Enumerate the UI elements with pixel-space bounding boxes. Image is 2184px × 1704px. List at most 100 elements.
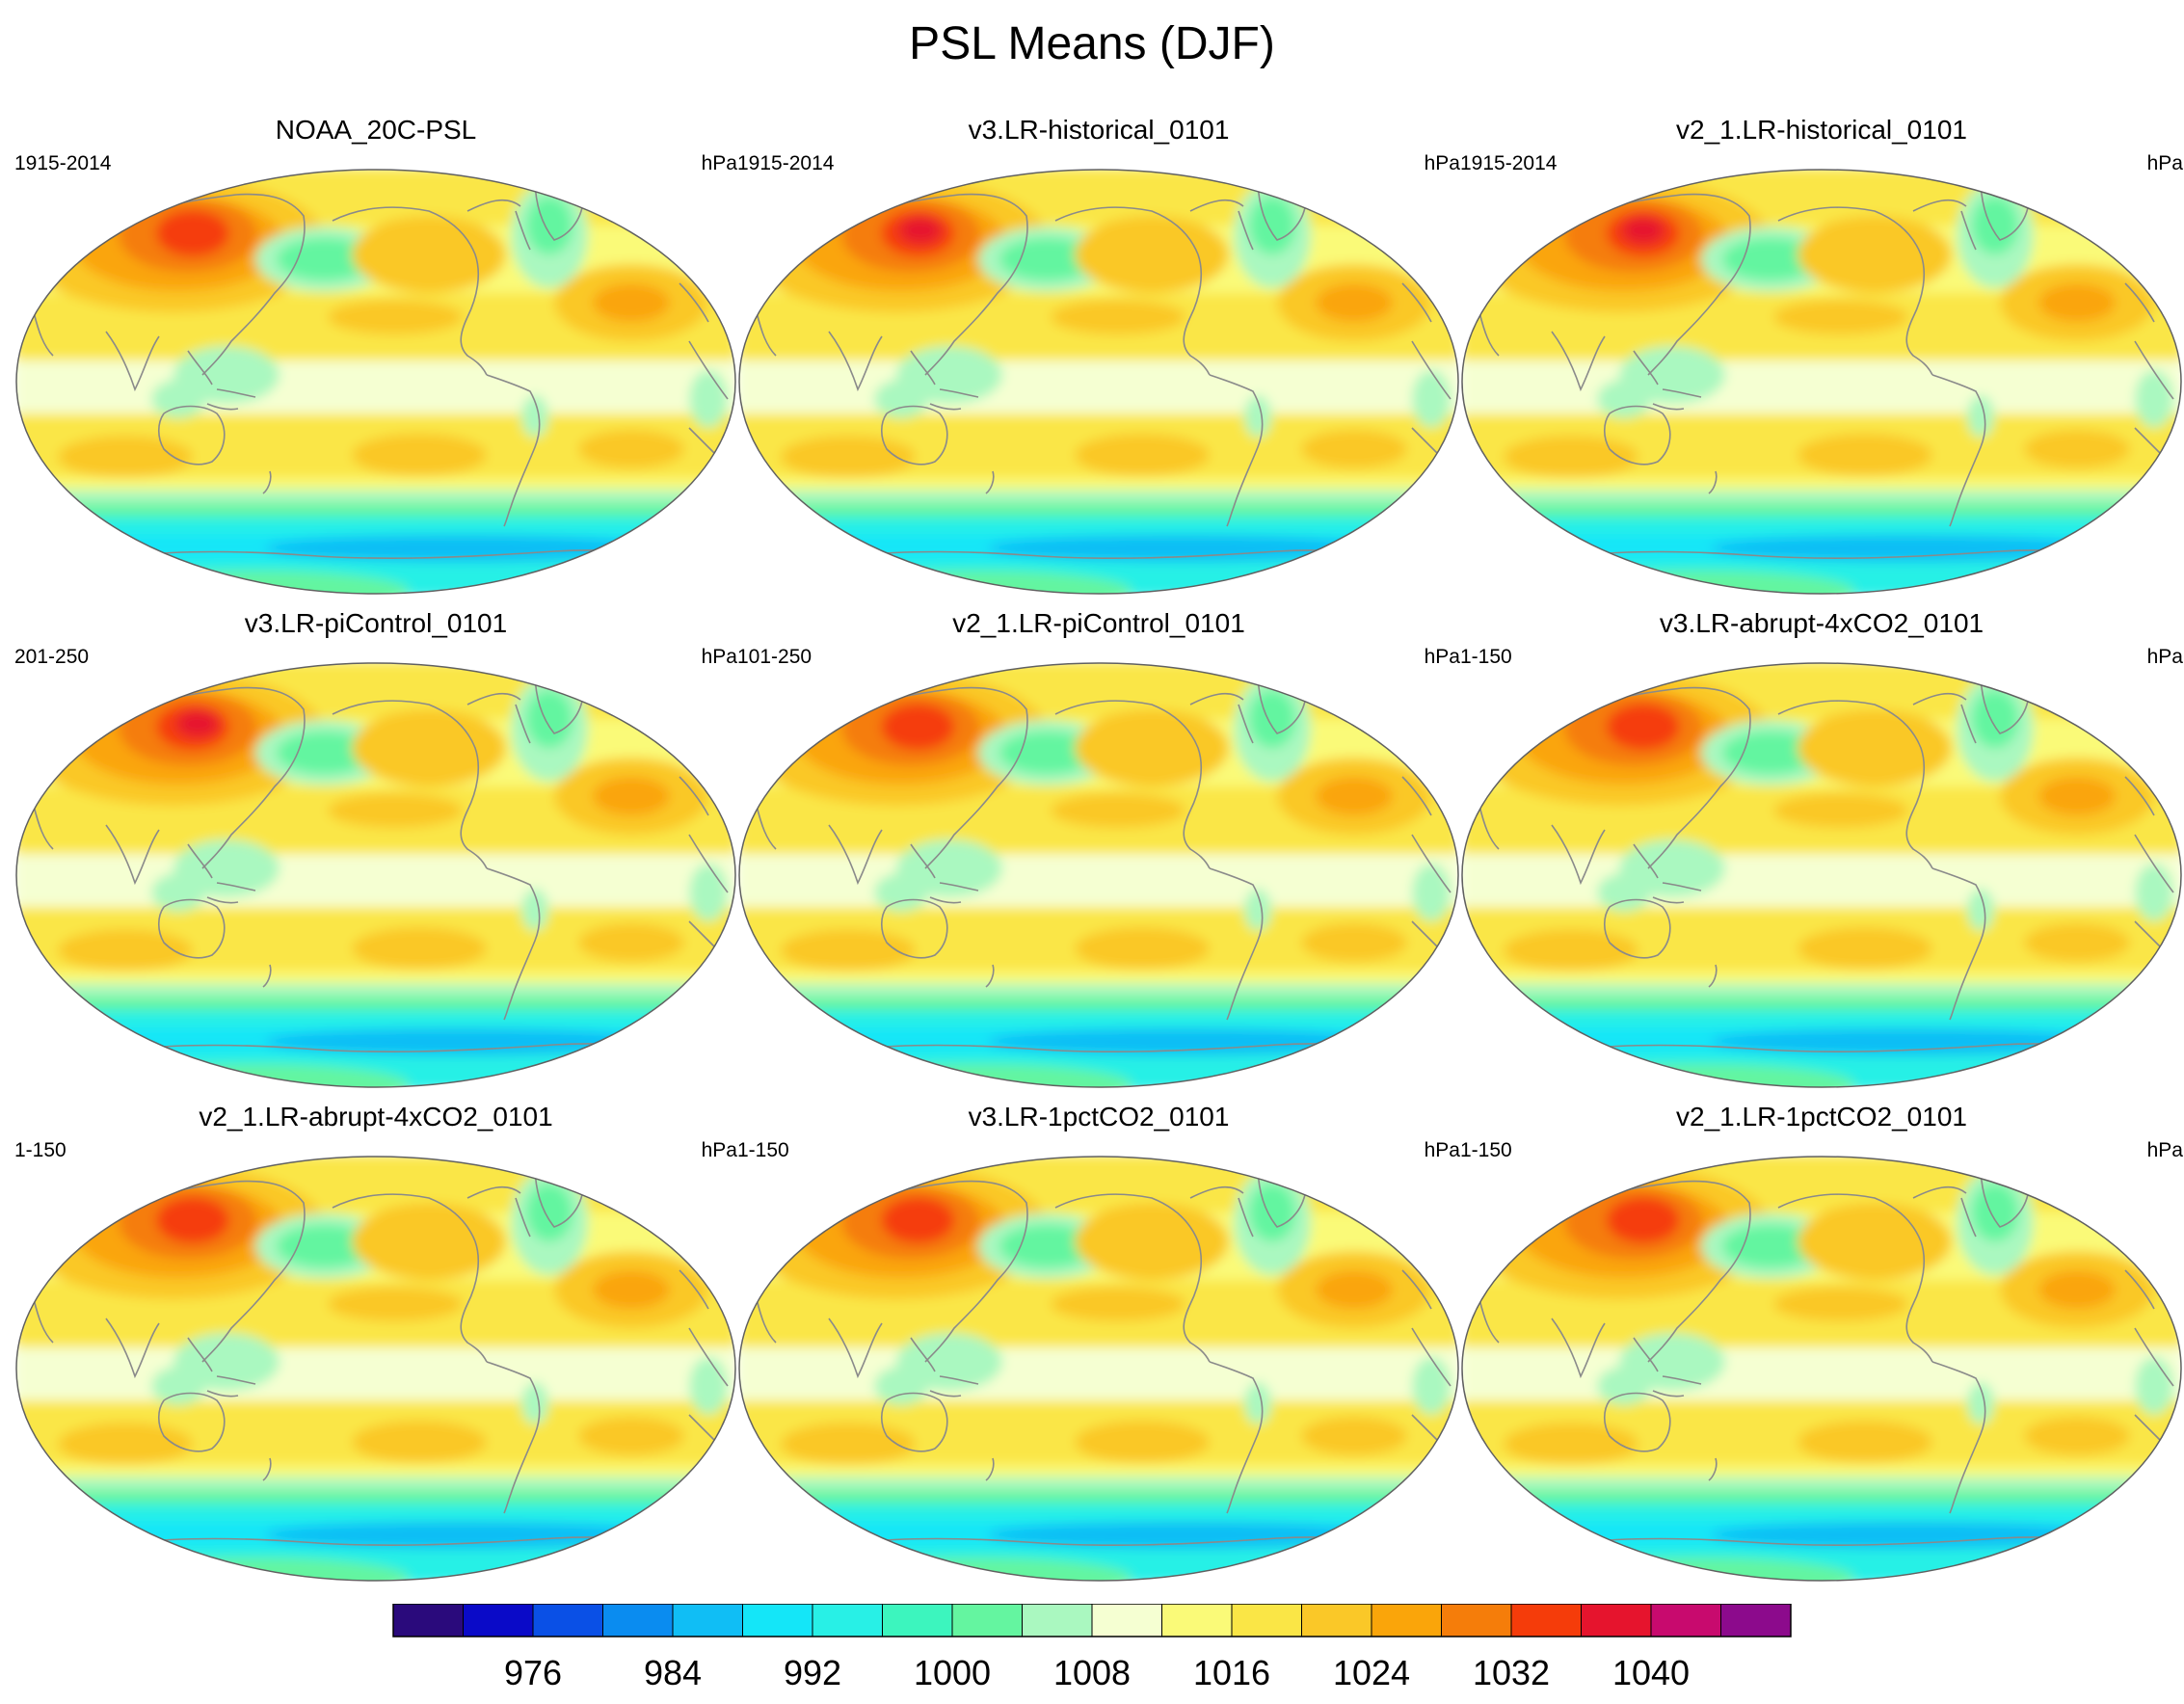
coastline-4 bbox=[187, 350, 256, 411]
coastline-7 bbox=[1054, 1193, 1211, 1363]
australia-low bbox=[874, 873, 928, 912]
siberian-high-peak bbox=[176, 710, 219, 737]
pacific-high bbox=[1773, 1287, 1908, 1321]
south-america-low bbox=[1244, 1382, 1271, 1424]
arctic-band bbox=[1462, 1157, 2181, 1212]
coastline-8 bbox=[466, 692, 531, 744]
coastline-6 bbox=[262, 470, 272, 494]
north-american-high bbox=[1075, 216, 1229, 293]
coastline-5 bbox=[157, 405, 226, 466]
subtropical-high-2 bbox=[1798, 434, 1932, 476]
coastline-7 bbox=[1777, 1193, 1933, 1363]
icelandic-low-core bbox=[1249, 1184, 1295, 1241]
coastline-8 bbox=[1912, 199, 1977, 251]
colorbar-box bbox=[1091, 1604, 1162, 1637]
pressure-field bbox=[739, 1157, 1458, 1581]
southern-ocean-band-4 bbox=[1462, 1504, 2181, 1521]
coastline-3 bbox=[828, 824, 883, 886]
azores-high-core bbox=[2038, 777, 2116, 815]
equatorial-band bbox=[16, 360, 735, 413]
colorbar-tick-label: 976 bbox=[504, 1653, 562, 1692]
southern-ocean-band-4 bbox=[16, 1010, 735, 1027]
psl-map bbox=[15, 1156, 736, 1582]
subtropical-high-2 bbox=[352, 927, 487, 970]
north-american-high bbox=[352, 216, 506, 293]
colorbar-box bbox=[1371, 1604, 1442, 1637]
australia-low bbox=[151, 1367, 205, 1405]
panel-units: hPa bbox=[1424, 646, 1460, 668]
equatorial-band bbox=[1462, 1347, 2181, 1400]
coastline-5 bbox=[1603, 898, 1671, 959]
southern-ocean-band-1 bbox=[16, 972, 735, 983]
coastline-6 bbox=[262, 1457, 272, 1481]
coastline-6 bbox=[1708, 964, 1718, 988]
southern-ocean-band-1 bbox=[1462, 972, 2181, 983]
circumpolar-trough bbox=[265, 535, 651, 562]
coastline-2 bbox=[756, 805, 777, 850]
subtropical-high-3 bbox=[578, 923, 684, 962]
southern-ocean-band-4 bbox=[739, 517, 1458, 534]
siberian-high-core bbox=[881, 1197, 955, 1243]
coastline-6 bbox=[1708, 470, 1718, 494]
coastline-4 bbox=[1633, 843, 1702, 904]
coastline-3 bbox=[105, 331, 160, 392]
north-american-high bbox=[1075, 709, 1229, 786]
africa-low bbox=[1412, 370, 1451, 428]
subtropical-high-1 bbox=[58, 436, 193, 478]
australia-low bbox=[1597, 380, 1651, 418]
subtropical-high-3 bbox=[1301, 430, 1407, 468]
pacific-high bbox=[1773, 300, 1908, 334]
coastline-4 bbox=[910, 843, 979, 904]
siberian-high-peak bbox=[1622, 217, 1665, 244]
coastline-5 bbox=[880, 1392, 948, 1452]
colorbar-box bbox=[602, 1604, 674, 1637]
panel-years: 201-250 bbox=[14, 646, 90, 668]
coastline-4 bbox=[1633, 350, 1702, 411]
subtropical-high-2 bbox=[1798, 927, 1932, 970]
coastline-9 bbox=[1931, 1361, 1986, 1514]
southern-ocean-band-3 bbox=[739, 997, 1458, 1010]
panel-units: hPa bbox=[2146, 646, 2183, 668]
pressure-field bbox=[16, 170, 735, 594]
subtropical-high-3 bbox=[1301, 923, 1407, 962]
australia-low bbox=[151, 380, 205, 418]
africa-low bbox=[2135, 1357, 2173, 1415]
map-border bbox=[1461, 169, 2182, 595]
coastline-9 bbox=[1209, 374, 1264, 527]
pressure-field bbox=[16, 663, 735, 1087]
circumpolar-trough bbox=[265, 1028, 651, 1055]
map-panel-1: NOAA_20C-PSL 1915-2014 hPa bbox=[14, 114, 737, 596]
psl-map bbox=[738, 662, 1459, 1088]
map-panel-9: v2_1.LR-1pctCO2_0101 1-150 hPa bbox=[1460, 1101, 2183, 1583]
coastline-7 bbox=[1777, 206, 1933, 376]
coastline-9 bbox=[1209, 1361, 1264, 1514]
map-panel-6: v3.LR-abrupt-4xCO2_0101 1-150 hPa bbox=[1460, 607, 2183, 1089]
southern-ocean-band-2 bbox=[16, 1477, 735, 1490]
circumpolar-trough bbox=[1711, 1522, 2096, 1549]
panel-title: v2_1.LR-historical_0101 bbox=[1676, 115, 1967, 145]
azores-high-core bbox=[2038, 283, 2116, 322]
pressure-field bbox=[1462, 663, 2181, 1087]
icelandic-low-core bbox=[1972, 690, 2018, 748]
map-border bbox=[15, 169, 736, 595]
subtropical-high-1 bbox=[58, 1423, 193, 1465]
coastline-4 bbox=[910, 350, 979, 411]
pacific-high bbox=[328, 793, 463, 828]
siberian-high-core bbox=[881, 704, 955, 750]
colorbar-tick-label: 1024 bbox=[1333, 1653, 1410, 1692]
coastline-3 bbox=[828, 1318, 883, 1379]
subtropical-high-2 bbox=[1075, 434, 1210, 476]
coastline-8 bbox=[466, 1185, 531, 1238]
map-panel-8: v3.LR-1pctCO2_0101 1-150 hPa bbox=[737, 1101, 1460, 1583]
subtropical-high-3 bbox=[578, 430, 684, 468]
southern-ocean-band-1 bbox=[739, 972, 1458, 983]
coastline-6 bbox=[985, 1457, 995, 1481]
colorbar-box bbox=[951, 1604, 1023, 1637]
southern-ocean-band-1 bbox=[1462, 478, 2181, 490]
arctic-band bbox=[1462, 663, 2181, 719]
africa-low bbox=[2135, 864, 2173, 921]
colorbar-frame bbox=[392, 1604, 1792, 1637]
map-border bbox=[15, 1156, 736, 1582]
azores-high-core bbox=[1316, 1270, 1393, 1309]
azores-high-core bbox=[593, 777, 670, 815]
